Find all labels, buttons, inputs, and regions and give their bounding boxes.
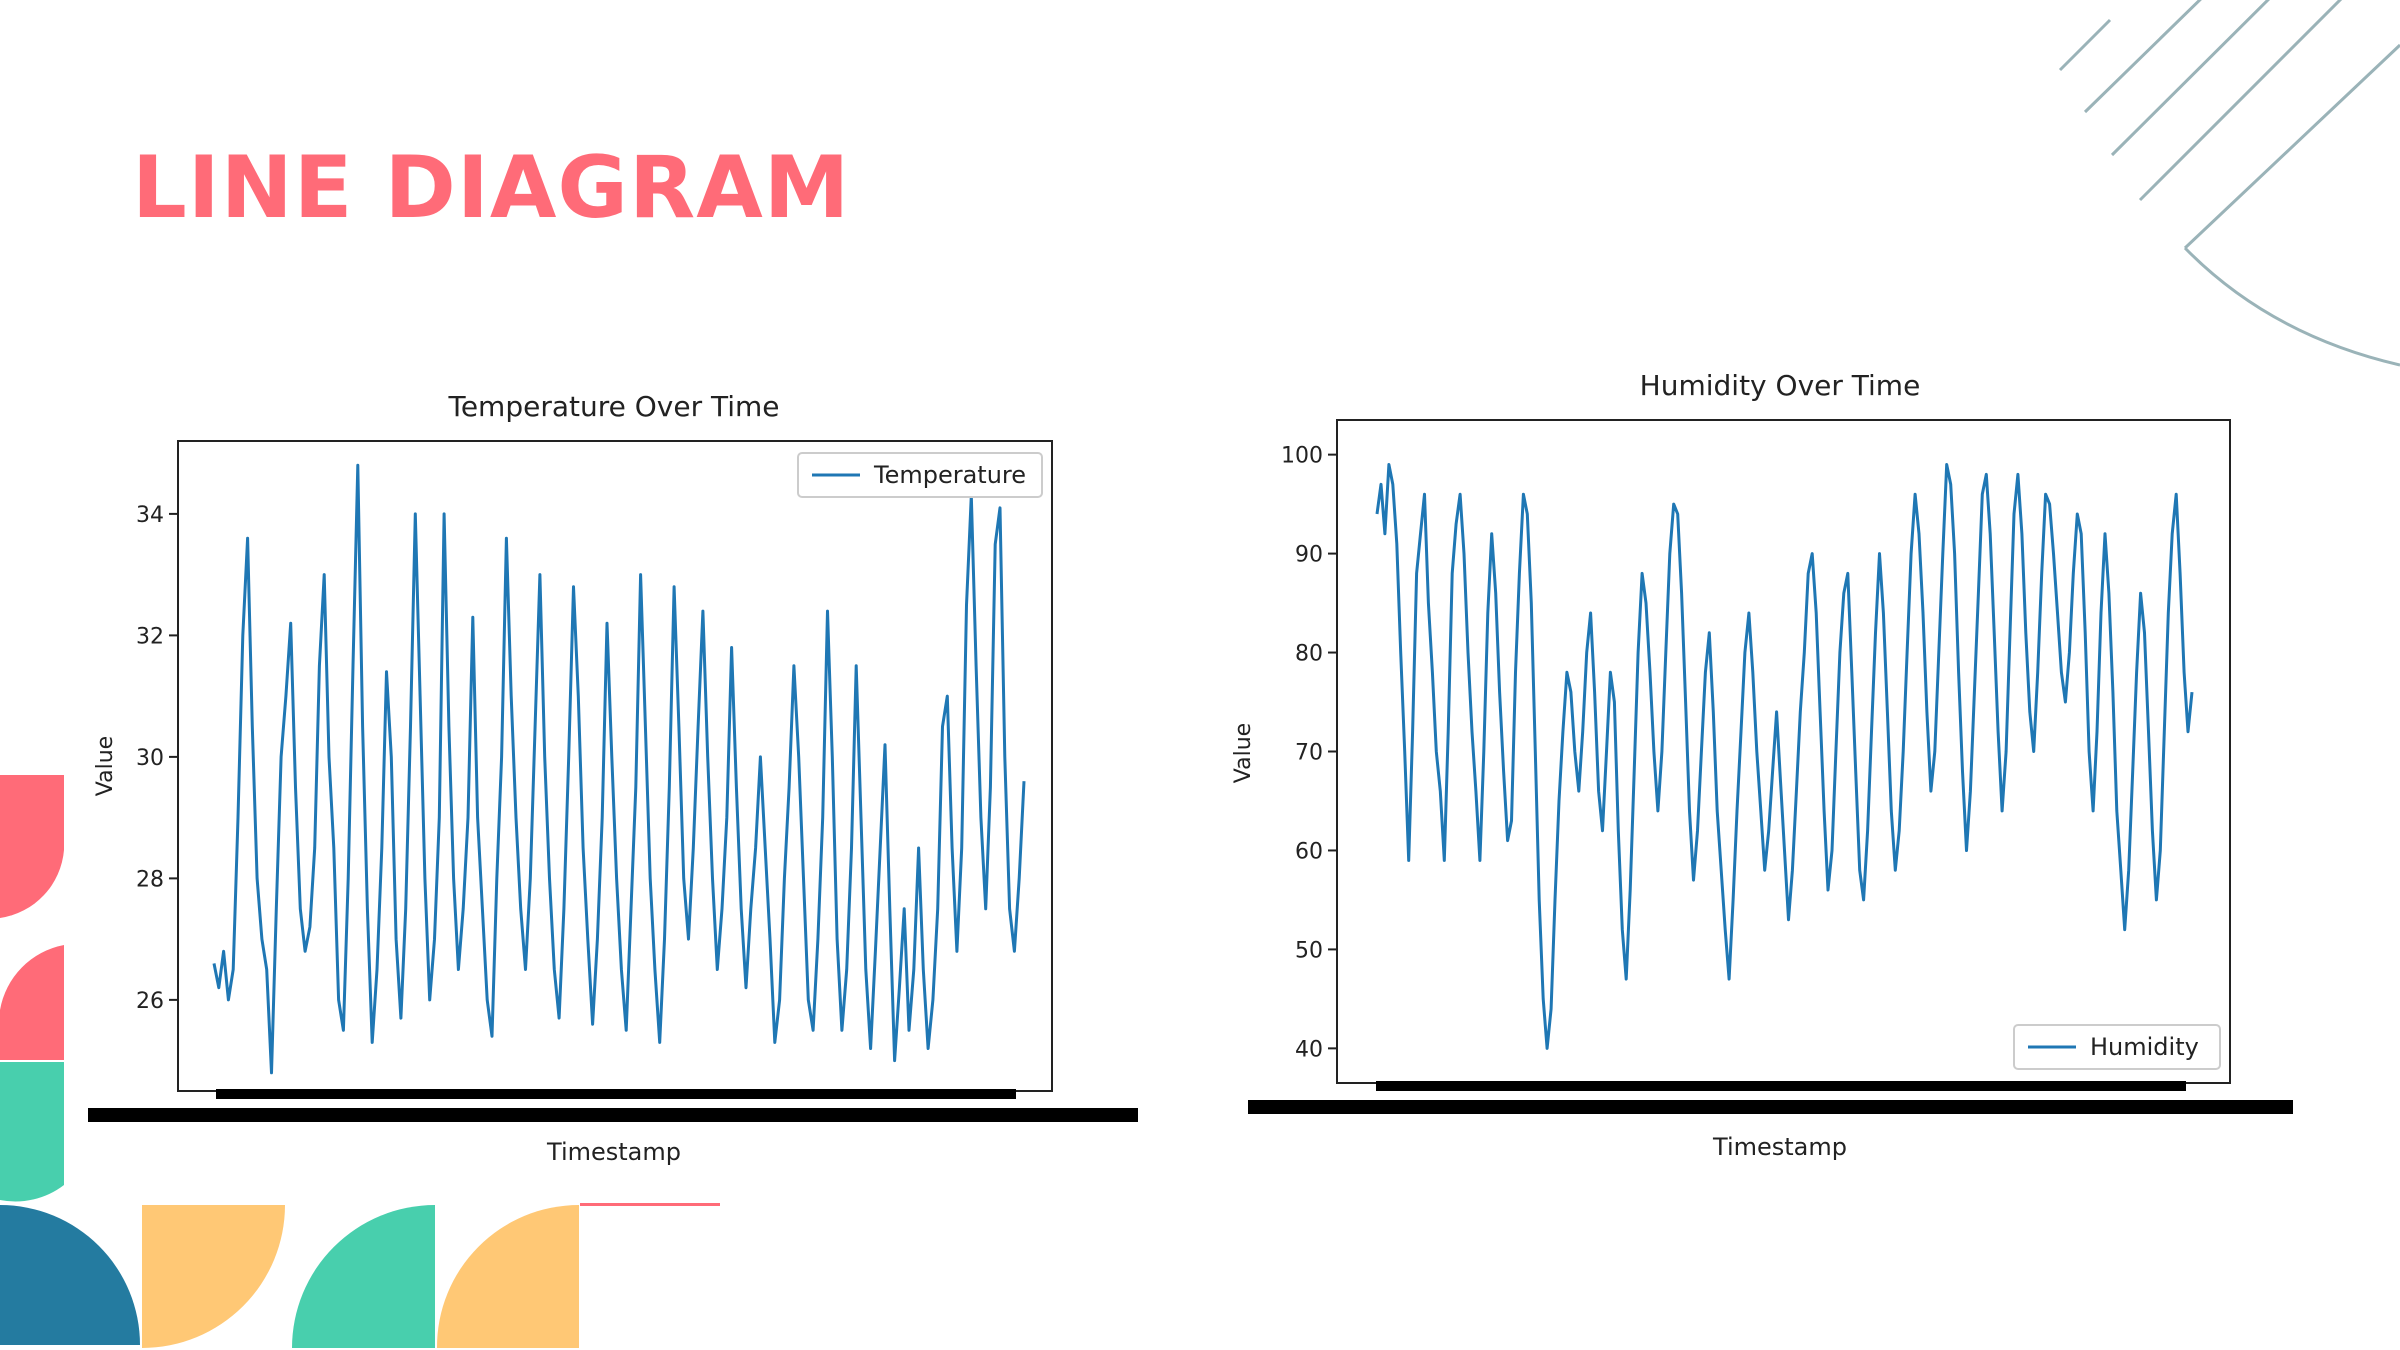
y-tick-label: 90 — [1295, 543, 1323, 568]
x-tick-label-smear — [88, 1089, 1138, 1122]
y-tick-label: 70 — [1295, 741, 1323, 766]
corner-shapes — [0, 775, 720, 1348]
slide-title: LINE DIAGRAM — [132, 138, 851, 238]
y-tick-label: 30 — [136, 746, 164, 771]
y-tick-label: 100 — [1281, 444, 1323, 469]
y-axis-label: Value — [1231, 723, 1256, 783]
legend: Humidity — [2013, 1024, 2221, 1070]
y-tick-label: 40 — [1295, 1037, 1323, 1062]
chart-title: Temperature Over Time — [447, 390, 779, 423]
chart-title: Humidity Over Time — [1640, 369, 1921, 402]
legend-label: Temperature — [873, 461, 1026, 489]
y-tick-label: 26 — [136, 989, 164, 1014]
legend: Temperature — [797, 452, 1043, 498]
x-axis-label: Timestamp — [546, 1138, 681, 1166]
x-axis-label: Timestamp — [1712, 1133, 1847, 1161]
y-tick-label: 60 — [1295, 839, 1323, 864]
legend-label: Humidity — [2090, 1033, 2199, 1061]
temperature-line — [212, 463, 1026, 1075]
y-tick-label: 80 — [1295, 642, 1323, 667]
humidity-line — [1375, 463, 2194, 1050]
temperature-chart: Temperature Over Time 26 28 30 32 34 Value T… — [70, 375, 1150, 1185]
y-tick-label: 32 — [136, 624, 164, 649]
y-axis-label: Value — [93, 736, 118, 796]
y-tick-label: 34 — [136, 503, 164, 528]
temperature-chart-svg: Temperature Over Time 26 28 30 32 34 Value T… — [88, 390, 1138, 1166]
y-axis: 40 50 60 70 80 90 100 — [1281, 444, 1337, 1062]
y-tick-label: 28 — [136, 867, 164, 892]
humidity-chart: Humidity Over Time 40 50 60 70 80 90 100 Value… — [1220, 355, 2340, 1175]
plot-frame — [177, 440, 1053, 1092]
y-tick-label: 50 — [1295, 938, 1323, 963]
humidity-chart-svg: Humidity Over Time 40 50 60 70 80 90 100 Value… — [1231, 369, 2293, 1161]
y-axis: 26 28 30 32 34 — [136, 503, 178, 1014]
x-tick-label-smear — [1248, 1081, 2293, 1114]
stripe-decoration — [2058, 0, 2400, 367]
